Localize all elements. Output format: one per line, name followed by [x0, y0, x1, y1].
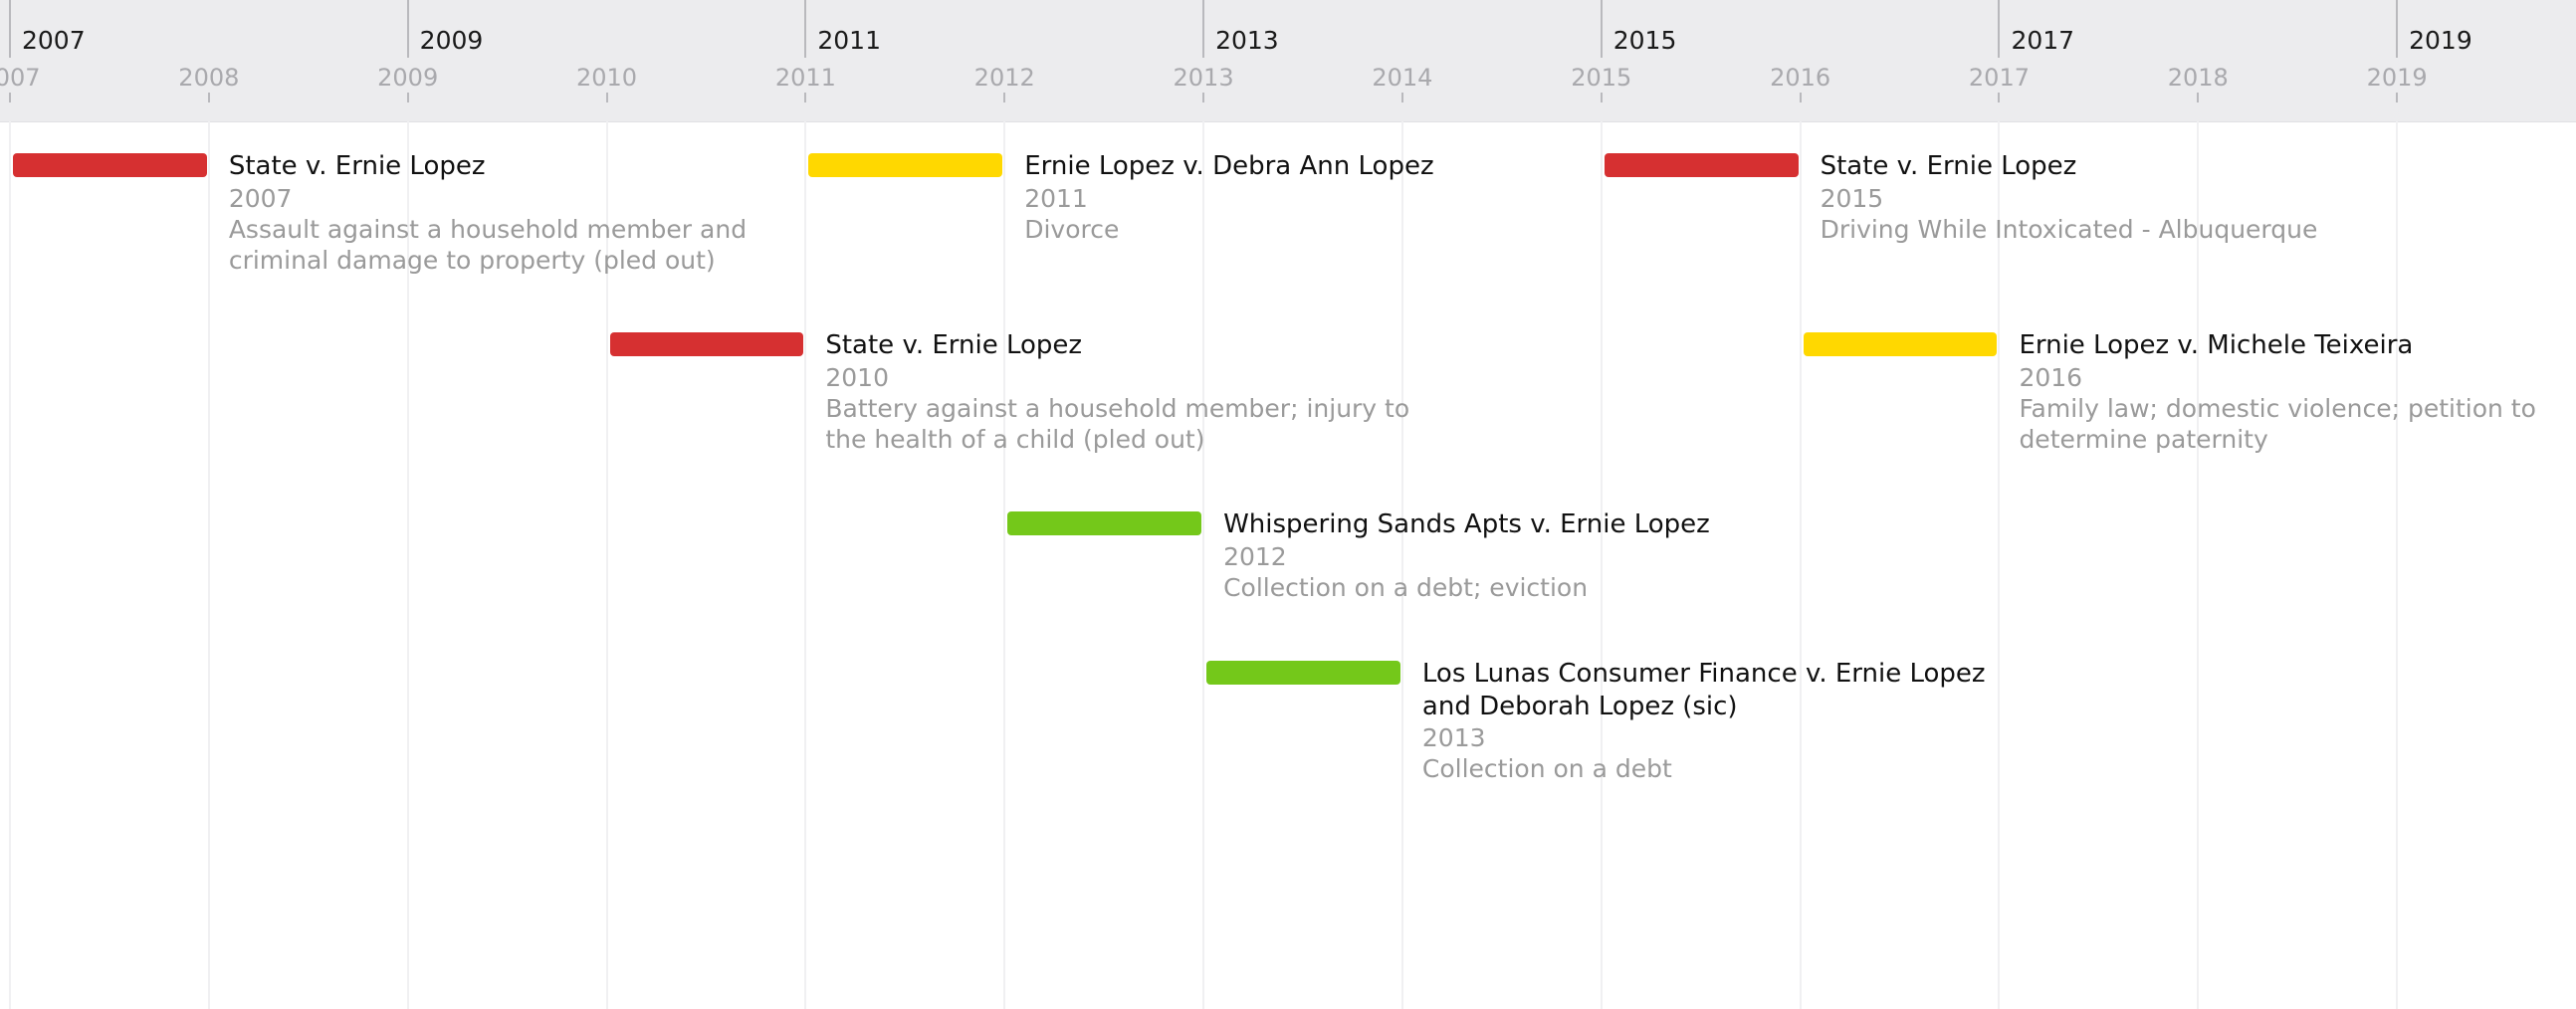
major-tick [1202, 0, 1205, 58]
minor-year-label: 2014 [1372, 64, 1433, 92]
minor-year-label: 2011 [774, 64, 836, 92]
major-tick [2396, 0, 2399, 58]
event-title: Whispering Sands Apts v. Ernie Lopez [1223, 509, 1710, 539]
major-year-label: 2009 [419, 26, 484, 55]
major-tick [1998, 0, 2001, 58]
minor-year-label: 2016 [1770, 64, 1831, 92]
gridline [1400, 121, 1403, 1009]
major-year-label: 2007 [21, 26, 86, 55]
minor-tick [207, 93, 210, 102]
minor-tick [2396, 93, 2399, 102]
gridline [1600, 121, 1603, 1009]
gridline [8, 121, 11, 1009]
event-label[interactable]: Whispering Sands Apts v. Ernie Lopez 2012… [1223, 508, 1710, 603]
minor-tick [1003, 93, 1006, 102]
gridline [1202, 121, 1205, 1009]
major-year-label: 2015 [1612, 26, 1677, 55]
major-tick [406, 0, 409, 58]
gridline [207, 121, 210, 1009]
minor-tick [804, 93, 807, 102]
minor-year-label: 2007 [0, 64, 41, 92]
minor-tick [1998, 93, 2001, 102]
event-label[interactable]: State v. Ernie Lopez 2010 Battery against … [825, 329, 1409, 455]
minor-year-label: 2017 [1968, 64, 2030, 92]
major-year-label: 2013 [1215, 26, 1279, 55]
event-description: criminal damage to property (pled out) [228, 246, 716, 275]
event-year: 2015 [1820, 183, 1884, 213]
event-bar[interactable] [1007, 511, 1202, 535]
gridline [406, 121, 409, 1009]
major-tick [8, 0, 11, 58]
gridline [605, 121, 608, 1009]
event-bar[interactable] [609, 332, 804, 356]
event-year: 2016 [2019, 362, 2083, 392]
gridline [2396, 121, 2399, 1009]
event-title: Ernie Lopez v. Michele Teixeira [2019, 330, 2414, 360]
event-description: Driving While Intoxicated - Albuquerque [1820, 214, 2318, 244]
minor-year-label: 2010 [575, 64, 638, 92]
minor-tick [406, 93, 409, 102]
event-year: 2012 [1223, 541, 1287, 571]
event-title: State v. Ernie Lopez [825, 330, 1083, 360]
event-label[interactable]: State v. Ernie Lopez 2015 Driving While In… [1821, 150, 2318, 245]
event-bar[interactable] [1206, 661, 1400, 685]
time-axis[interactable] [0, 0, 2576, 122]
event-description: Family law; domestic violence; petition … [2019, 393, 2536, 423]
event-title: State v. Ernie Lopez [1820, 151, 2077, 181]
event-year: 2010 [825, 362, 889, 392]
minor-tick [1202, 93, 1205, 102]
minor-year-label: 2008 [178, 64, 240, 92]
event-year: 2007 [228, 183, 293, 213]
gridline [1799, 121, 1802, 1009]
major-tick [1600, 0, 1603, 58]
event-description: Divorce [1024, 214, 1120, 244]
event-description: Assault against a household member and [228, 214, 748, 244]
event-label[interactable]: State v. Ernie Lopez 2007 Assault against … [229, 150, 747, 276]
major-year-label: 2019 [2409, 26, 2472, 55]
event-label[interactable]: Ernie Lopez v. Debra Ann Lopez 2011 Divorc… [1024, 150, 1433, 245]
minor-year-label: 2012 [973, 64, 1035, 92]
event-description: Collection on a debt; eviction [1223, 572, 1589, 602]
event-year: 2013 [1421, 723, 1486, 752]
event-label[interactable]: Los Lunas Consumer Finance v. Ernie Lope… [1422, 658, 2000, 785]
minor-tick [2197, 93, 2200, 102]
event-year: 2011 [1024, 183, 1088, 213]
minor-year-label: 2013 [1173, 64, 1234, 92]
gridline [2197, 121, 2200, 1009]
gridline [804, 121, 807, 1009]
event-bar[interactable] [808, 153, 1003, 177]
minor-year-label: 2015 [1571, 64, 1632, 92]
minor-year-label: 2009 [377, 64, 439, 92]
event-description: the health of a child (pled out) [825, 425, 1205, 454]
event-title: Los Lunas Consumer Finance v. Ernie Lope… [1421, 659, 1986, 721]
major-tick [804, 0, 807, 58]
major-year-label: 2011 [817, 26, 881, 55]
minor-tick [1400, 93, 1403, 102]
event-bar[interactable] [12, 153, 207, 177]
gridline [1998, 121, 2001, 1009]
minor-tick [605, 93, 608, 102]
event-description: Collection on a debt [1421, 754, 1672, 784]
event-label[interactable]: Ernie Lopez v. Michele Teixeira 2016 Famil… [2019, 329, 2535, 455]
event-title: State v. Ernie Lopez [228, 151, 486, 181]
event-title: Ernie Lopez v. Debra Ann Lopez [1024, 151, 1434, 181]
event-description: Battery against a household member; inju… [825, 393, 1410, 423]
event-bar[interactable] [1604, 153, 1799, 177]
event-description: determine paternity [2019, 425, 2268, 454]
minor-tick [8, 93, 11, 102]
gridline [1003, 121, 1006, 1009]
major-year-label: 2017 [2011, 26, 2075, 55]
minor-year-label: 2018 [2167, 64, 2229, 92]
event-bar[interactable] [1803, 332, 1998, 356]
minor-year-label: 2019 [2366, 64, 2428, 92]
minor-tick [1600, 93, 1603, 102]
minor-tick [1799, 93, 1802, 102]
